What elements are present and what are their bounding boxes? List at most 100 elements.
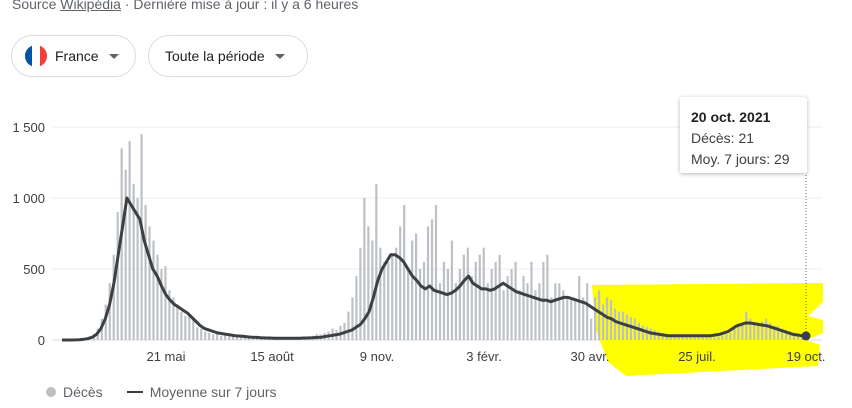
deaths-bar bbox=[554, 283, 557, 340]
deaths-bar bbox=[530, 261, 533, 340]
deaths-bar bbox=[574, 300, 577, 340]
deaths-bar bbox=[450, 240, 454, 340]
france-flag-icon bbox=[25, 45, 47, 67]
source-line: Source Wikipédia · Dernière mise à jour … bbox=[12, 0, 358, 12]
deaths-bar bbox=[426, 226, 430, 340]
deaths-bar bbox=[438, 283, 442, 340]
deaths-bar bbox=[442, 261, 446, 340]
deaths-bar bbox=[454, 283, 457, 340]
tooltip-average: Moy. 7 jours: 29 bbox=[691, 151, 790, 167]
country-selector[interactable]: France bbox=[11, 35, 136, 77]
deaths-bar bbox=[601, 304, 605, 340]
deaths-bar bbox=[200, 328, 203, 340]
deaths-bar bbox=[160, 269, 163, 340]
deaths-bar bbox=[478, 254, 481, 340]
deaths-bar bbox=[446, 269, 450, 340]
deaths-bar bbox=[613, 308, 617, 340]
deaths-bar bbox=[749, 318, 752, 340]
deaths-bar bbox=[594, 297, 597, 340]
deaths-bar bbox=[510, 269, 513, 340]
deaths-bar bbox=[673, 335, 676, 340]
deaths-bar bbox=[196, 327, 199, 340]
deaths-bar bbox=[216, 333, 219, 340]
deaths-bar bbox=[737, 325, 740, 340]
y-tick-label: 0 bbox=[38, 333, 45, 348]
deaths-bar bbox=[399, 226, 402, 340]
deaths-bar bbox=[697, 337, 700, 340]
deaths-bar bbox=[625, 314, 629, 340]
x-tick-label: 30 avr. bbox=[570, 349, 609, 364]
deaths-bar bbox=[681, 335, 684, 340]
x-tick-label: 15 août bbox=[250, 349, 294, 364]
deaths-bar bbox=[231, 335, 235, 340]
deaths-bar bbox=[693, 336, 696, 340]
chevron-down-icon bbox=[274, 53, 285, 59]
deaths-bar bbox=[422, 261, 426, 340]
chart-legend: Décès Moyenne sur 7 jours bbox=[46, 384, 277, 400]
deaths-bar bbox=[418, 269, 422, 340]
deaths-bar bbox=[156, 254, 159, 340]
deaths-bar bbox=[753, 321, 756, 340]
deaths-bar bbox=[379, 247, 382, 340]
deaths-bar bbox=[172, 297, 175, 340]
deaths-bar bbox=[482, 247, 485, 340]
country-label: France bbox=[55, 48, 99, 64]
line-legend-icon bbox=[126, 391, 143, 393]
deaths-bar bbox=[371, 240, 374, 340]
deaths-bar bbox=[534, 290, 537, 340]
deaths-bar bbox=[224, 334, 227, 340]
deaths-bar bbox=[788, 331, 792, 340]
deaths-bar bbox=[590, 318, 593, 340]
deaths-bar bbox=[168, 290, 171, 340]
deaths-bar bbox=[777, 325, 780, 340]
deaths-bar bbox=[395, 247, 398, 340]
deaths-bar bbox=[570, 297, 573, 340]
highlight-marker bbox=[592, 283, 823, 376]
deaths-bar bbox=[164, 266, 167, 340]
deaths-bar bbox=[490, 269, 493, 340]
deaths-bar bbox=[769, 322, 772, 340]
deaths-bar bbox=[785, 330, 788, 340]
deaths-bar bbox=[761, 321, 764, 340]
deaths-bar bbox=[104, 304, 107, 340]
deaths-bar bbox=[387, 261, 390, 340]
period-selector[interactable]: Toute la période bbox=[148, 35, 308, 77]
deaths-bar bbox=[180, 311, 183, 340]
deaths-bar bbox=[562, 290, 565, 340]
deaths-bar bbox=[598, 290, 601, 340]
deaths-bar bbox=[701, 337, 704, 340]
deaths-bar bbox=[208, 332, 211, 340]
deaths-bar bbox=[176, 304, 179, 340]
deaths-bar bbox=[506, 276, 509, 340]
deaths-bar bbox=[383, 261, 386, 340]
deaths-bar bbox=[124, 169, 127, 340]
deaths-bar bbox=[470, 276, 473, 340]
deaths-bar bbox=[586, 283, 589, 340]
y-tick-label: 1 000 bbox=[12, 191, 45, 206]
period-label: Toute la période bbox=[165, 48, 265, 64]
chevron-down-icon bbox=[108, 53, 119, 59]
deaths-bar bbox=[741, 322, 744, 340]
deaths-bar bbox=[629, 317, 633, 340]
deaths-bar bbox=[578, 276, 581, 340]
wikipedia-link[interactable]: Wikipédia bbox=[60, 0, 121, 12]
deaths-bar bbox=[792, 332, 796, 340]
deaths-bar bbox=[498, 254, 501, 340]
deaths-bar bbox=[558, 283, 561, 340]
deaths-bar bbox=[705, 337, 708, 340]
x-tick-label: 25 juil. bbox=[678, 349, 716, 364]
y-tick-label: 1 500 bbox=[12, 120, 45, 135]
deaths-bar bbox=[235, 337, 239, 340]
deaths-bar bbox=[689, 336, 692, 340]
deaths-bar bbox=[514, 261, 517, 340]
deaths-bar bbox=[359, 247, 362, 340]
deaths-bar bbox=[661, 332, 664, 340]
deaths-bar bbox=[721, 335, 724, 340]
deaths-bar bbox=[582, 297, 585, 340]
deaths-bar bbox=[709, 337, 712, 340]
deaths-bar bbox=[486, 283, 489, 340]
hover-point bbox=[801, 331, 811, 341]
deaths-bar bbox=[116, 212, 119, 340]
deaths-bar bbox=[144, 205, 147, 340]
